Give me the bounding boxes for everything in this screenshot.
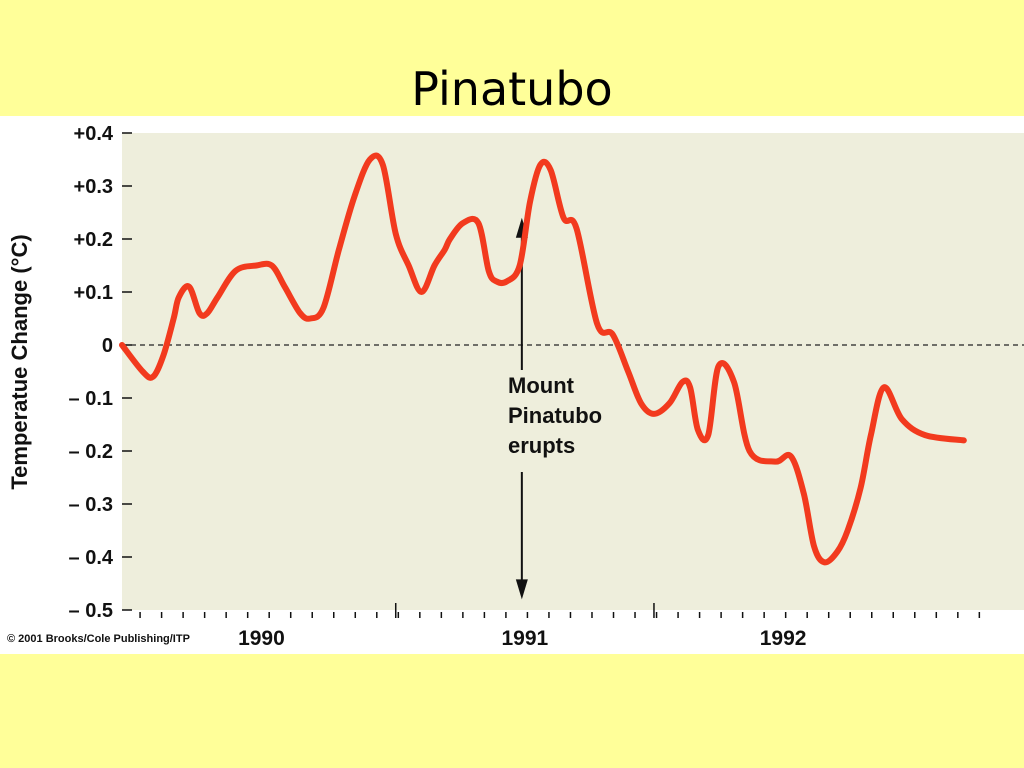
- annotation-eruption: Mount Pinatubo erupts: [508, 217, 602, 600]
- y-tick-label: – 0.4: [69, 547, 114, 569]
- y-axis: +0.4 +0.3 +0.2 +0.1 0 – 0.1 – 0.2 – 0.3 – 0.4 – 0…: [69, 123, 132, 622]
- y-tick-label: +0.1: [74, 282, 113, 304]
- x-year-label: 1990: [238, 627, 285, 650]
- credit-text: © 2001 Brooks/Cole Publishing/ITP: [7, 633, 190, 645]
- y-axis-label: Temperatue Change (°C): [7, 234, 32, 489]
- plot-background: [122, 133, 1024, 610]
- x-year-label: 1991: [501, 627, 548, 650]
- annotation-arrow-down-head: [515, 579, 528, 600]
- y-tick-label: +0.3: [74, 176, 113, 198]
- x-year-label: 1992: [760, 627, 807, 650]
- series-line-temperature: [119, 152, 967, 566]
- y-tick-label: – 0.2: [69, 441, 113, 463]
- annotation-text-line: Pinatubo: [508, 403, 602, 428]
- annotation-text-line: erupts: [508, 433, 575, 458]
- slide-title: Pinatubo: [411, 62, 613, 116]
- y-tick-label: – 0.5: [69, 600, 113, 622]
- y-tick-label: +0.4: [74, 123, 114, 145]
- y-tick-label: +0.2: [74, 229, 113, 251]
- y-tick-label: – 0.1: [69, 388, 113, 410]
- y-tick-label: – 0.3: [69, 494, 113, 516]
- annotation-text-line: Mount: [508, 373, 575, 398]
- y-tick-label: 0: [102, 335, 113, 357]
- x-axis: 1990 1991 1992: [139, 603, 981, 650]
